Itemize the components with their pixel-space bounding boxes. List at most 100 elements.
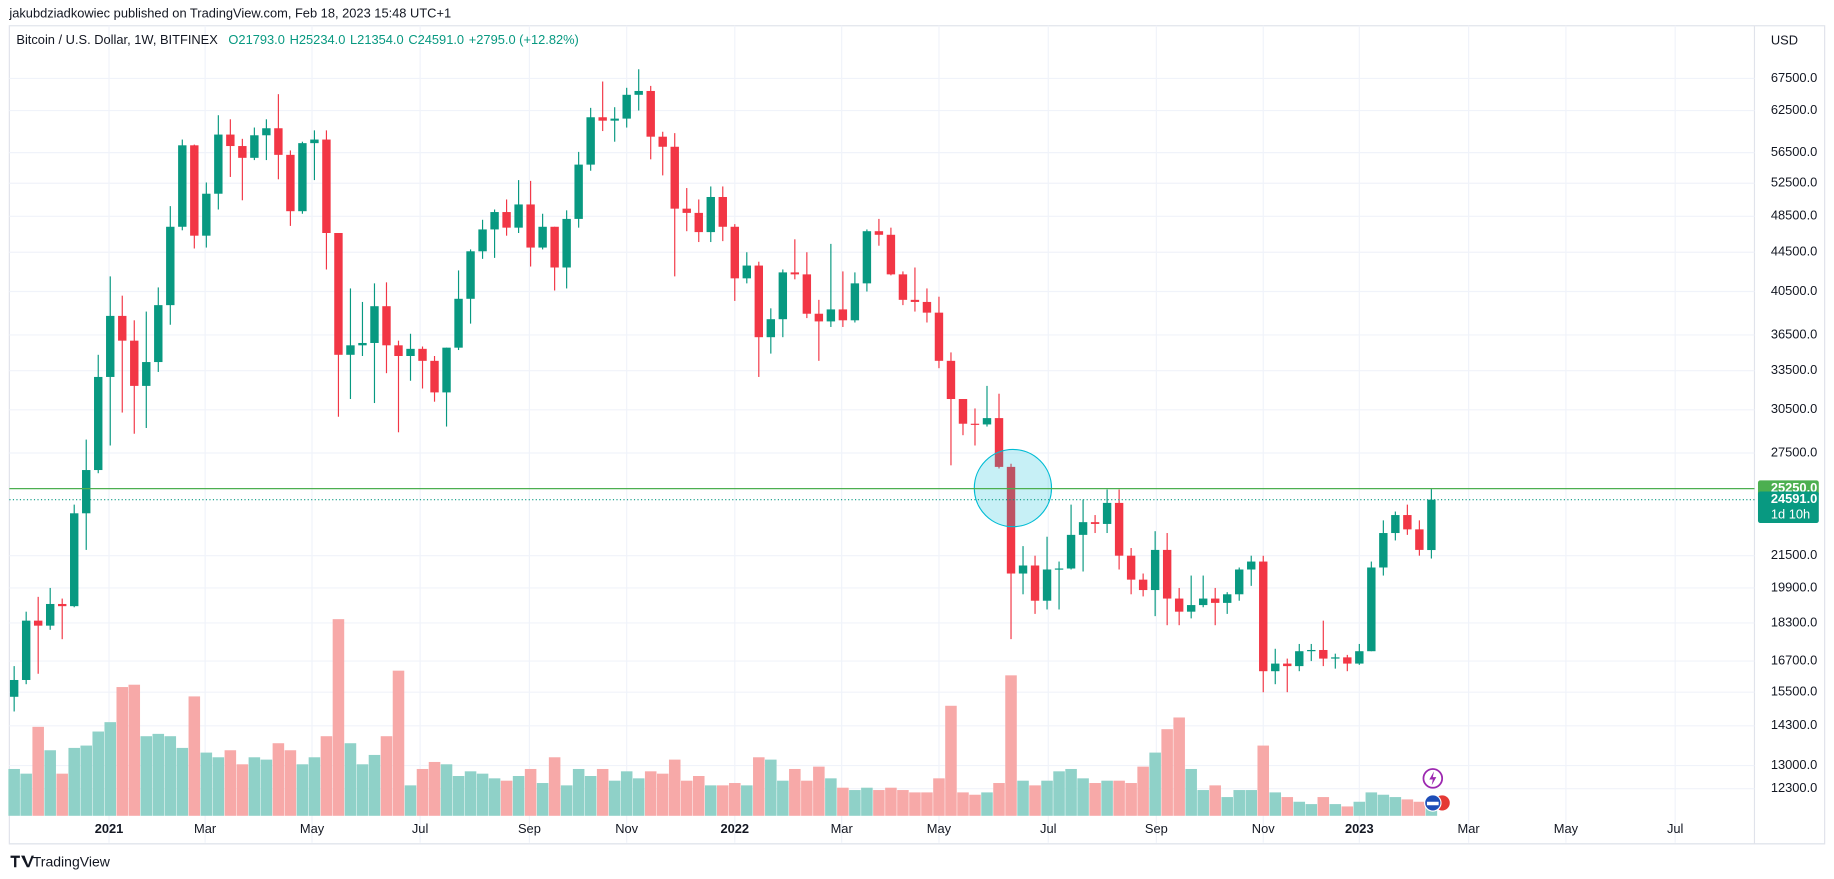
volume-bar bbox=[825, 778, 837, 816]
candle-body bbox=[1307, 649, 1316, 652]
volume-bar bbox=[488, 778, 501, 816]
volume-bar bbox=[128, 684, 141, 816]
volume-bar bbox=[704, 785, 717, 816]
candle-body bbox=[1090, 522, 1100, 524]
volume-bar bbox=[656, 773, 669, 816]
y-tick-label: 19900.0 bbox=[1771, 579, 1817, 594]
volume-bar bbox=[981, 792, 993, 816]
candle-body bbox=[670, 146, 679, 209]
volume-bar bbox=[416, 768, 429, 816]
legend-value: +2795.0 (+12.82%) bbox=[469, 32, 579, 47]
volume-bar bbox=[380, 736, 393, 816]
volume-bar bbox=[212, 757, 225, 816]
candle-body bbox=[21, 620, 31, 680]
volume-bar bbox=[272, 743, 285, 816]
volume-bar bbox=[308, 757, 321, 816]
volume-bar bbox=[188, 696, 201, 816]
flag-stripe bbox=[1426, 801, 1439, 806]
volume-bar bbox=[873, 790, 885, 816]
candle-body bbox=[970, 423, 980, 425]
legend-value: C24591.0 bbox=[408, 32, 464, 47]
volume-bar bbox=[993, 783, 1005, 816]
candle-body bbox=[1391, 515, 1400, 534]
candle-body bbox=[586, 117, 595, 165]
volume-bar bbox=[56, 773, 68, 816]
y-tick-label: 62500.0 bbox=[1771, 102, 1817, 117]
y-tick-label: 33500.0 bbox=[1771, 362, 1817, 377]
y-tick-label: 18300.0 bbox=[1771, 614, 1817, 629]
volume-layer bbox=[8, 619, 1438, 816]
volume-bar bbox=[104, 722, 117, 816]
grid bbox=[9, 25, 1755, 843]
volume-bar bbox=[1329, 804, 1342, 816]
x-tick-label: May bbox=[300, 821, 325, 836]
candle-body bbox=[418, 348, 427, 361]
volume-bar bbox=[296, 764, 309, 816]
volume-bar bbox=[957, 792, 969, 816]
x-tick-label: Jul bbox=[412, 821, 428, 836]
y-tick-label: 36500.0 bbox=[1771, 326, 1817, 341]
volume-bar bbox=[849, 790, 861, 816]
candle-body bbox=[1042, 569, 1052, 601]
logo-mark bbox=[10, 855, 34, 868]
volume-bar bbox=[668, 759, 681, 816]
candle-body bbox=[1054, 568, 1064, 570]
candle-body bbox=[94, 376, 103, 471]
candle-body bbox=[1030, 565, 1040, 601]
volume-bar bbox=[548, 757, 561, 816]
volume-bar bbox=[1341, 806, 1354, 816]
volume-bar bbox=[1137, 766, 1149, 816]
candle-body bbox=[550, 226, 559, 268]
candle-body bbox=[1319, 649, 1328, 659]
y-tick-label: 44500.0 bbox=[1771, 244, 1817, 259]
candle-body bbox=[766, 319, 776, 338]
volume-bar bbox=[356, 764, 369, 816]
candle-body bbox=[478, 229, 487, 252]
volume-bar bbox=[921, 792, 933, 816]
volume-bar bbox=[320, 736, 333, 816]
candle-body bbox=[262, 128, 271, 136]
volume-bar bbox=[1077, 778, 1089, 816]
candle-body bbox=[1223, 594, 1232, 603]
candle-body bbox=[178, 145, 187, 227]
candle-body bbox=[934, 312, 944, 361]
volume-bar bbox=[1245, 790, 1257, 816]
volume-bar bbox=[176, 747, 189, 816]
volume-bar bbox=[813, 766, 825, 816]
volume-bar bbox=[512, 776, 525, 816]
volume-bar bbox=[524, 768, 537, 816]
candle-body bbox=[346, 345, 355, 355]
x-tick-label: May bbox=[927, 821, 952, 836]
volume-bar bbox=[765, 759, 777, 816]
volume-bar bbox=[692, 776, 705, 816]
candle-body bbox=[1427, 499, 1436, 551]
candle-body bbox=[682, 208, 691, 213]
volume-bar bbox=[560, 785, 573, 816]
candle-body bbox=[454, 298, 463, 348]
candle-body bbox=[502, 212, 511, 228]
candle-body bbox=[1403, 515, 1412, 530]
candle-body bbox=[1355, 651, 1364, 664]
candle-body bbox=[646, 90, 655, 137]
candle-body bbox=[598, 117, 607, 121]
volume-bar bbox=[1293, 801, 1306, 816]
volume-bar bbox=[1161, 729, 1173, 816]
volume-bar bbox=[164, 736, 177, 816]
candle-body bbox=[1271, 663, 1280, 672]
y-tick-label: 56500.0 bbox=[1771, 144, 1817, 159]
candle-body bbox=[166, 226, 175, 306]
candle-body bbox=[1367, 567, 1376, 652]
candle-body bbox=[1247, 561, 1256, 570]
currency-label: USD bbox=[1771, 32, 1798, 47]
candle-body bbox=[130, 340, 139, 386]
x-tick-label: May bbox=[1554, 821, 1579, 836]
candle-body bbox=[1295, 651, 1304, 667]
candle-body bbox=[1343, 657, 1352, 664]
candle-body bbox=[622, 94, 631, 119]
volume-bar bbox=[1101, 780, 1113, 816]
volume-bar bbox=[236, 764, 249, 816]
candle-body bbox=[394, 345, 403, 356]
volume-bar bbox=[440, 764, 453, 816]
volume-bar bbox=[1305, 804, 1318, 816]
